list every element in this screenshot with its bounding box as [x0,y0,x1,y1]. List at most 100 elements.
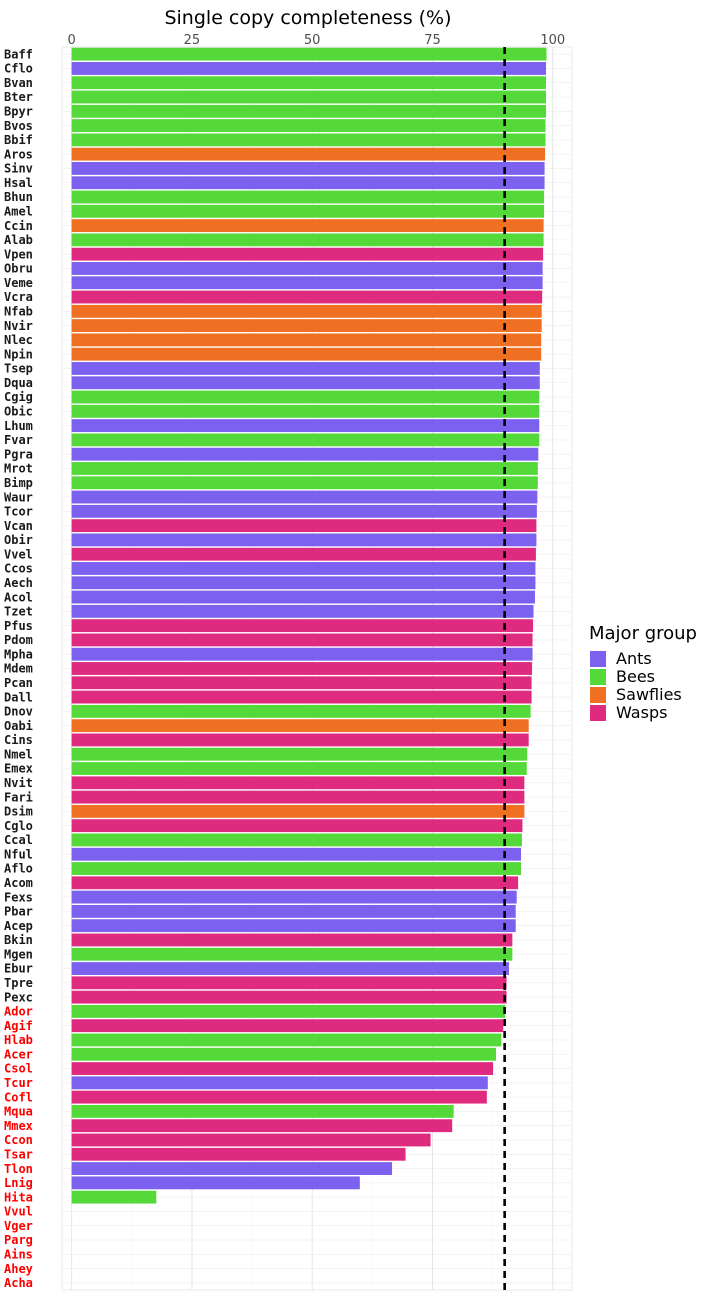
y-label-oabi: Oabi [4,719,33,733]
bar-pfus [71,619,534,633]
legend-label-ants: Ants [616,649,652,668]
bar-fexs [71,890,517,904]
bar-nful [71,847,521,861]
bar-mgen [71,947,513,961]
bar-bimp [71,476,538,490]
y-label-acha: Acha [4,1276,33,1290]
legend-title: Major group [589,623,697,644]
bar-aflo [71,862,521,875]
y-label-acer: Acer [4,1047,33,1061]
bar-bvos [71,119,546,133]
x-tick-labels: 0 25 50 75 100 [67,33,565,48]
bar-bpyr [71,104,547,118]
y-label-cins: Cins [4,733,33,747]
bar-csol [71,1062,494,1075]
bar-dall [71,690,532,704]
bar-hsal [71,176,545,190]
bar-vcra [71,290,543,304]
bar-obic [71,404,540,418]
y-label-vger: Vger [4,1219,33,1233]
y-label-hita: Hita [4,1190,33,1204]
bar-nfab [71,304,542,318]
y-label-bkin: Bkin [4,933,33,947]
bar-tsar [71,1147,406,1161]
bar-cflo [71,62,547,75]
x-tick-label: 25 [184,33,201,48]
bar-bter [71,90,547,104]
bar-ebur [71,962,509,975]
y-label-obir: Obir [4,533,33,547]
y-label-ccon: Ccon [4,1133,33,1147]
y-label-pbar: Pbar [4,905,33,919]
y-label-fvar: Fvar [4,433,33,447]
bar-agif [71,1019,504,1033]
y-label-sinv: Sinv [4,162,33,176]
bar-amel [71,204,545,218]
y-label-tlon: Tlon [4,1162,33,1176]
bar-nmel [71,747,528,761]
y-label-tpre: Tpre [4,976,33,990]
legend-swatch-bees [590,669,606,685]
y-label-parg: Parg [4,1233,33,1247]
bar-cglo [71,819,523,833]
legend-label-wasps: Wasps [616,703,667,722]
y-label-ccal: Ccal [4,833,33,847]
y-label-vvel: Vvel [4,547,33,561]
chart-title: Single copy completeness (%) [164,7,451,29]
y-label-bhun: Bhun [4,190,33,204]
bar-mdem [71,662,533,675]
bar-bkin [71,933,513,947]
legend-swatch-sawflies [590,687,606,703]
y-label-nmel: Nmel [4,747,33,761]
y-label-acol: Acol [4,590,33,604]
y-label-dall: Dall [4,690,33,704]
y-label-nvit: Nvit [4,776,33,790]
bar-obru [71,262,543,275]
bar-nlec [71,333,542,347]
y-label-tcur: Tcur [4,1076,33,1090]
y-label-fexs: Fexs [4,890,33,904]
legend-label-sawflies: Sawflies [616,685,682,704]
y-label-cgig: Cgig [4,390,33,404]
y-label-npin: Npin [4,347,33,361]
bar-tcur [71,1076,488,1090]
x-tick-label: 50 [304,33,321,48]
y-label-obic: Obic [4,405,33,419]
bar-mpha [71,647,533,661]
y-label-cflo: Cflo [4,62,33,76]
bar-vpen [71,247,544,261]
y-label-dqua: Dqua [4,376,33,390]
y-label-tsar: Tsar [4,1147,33,1161]
bar-fari [71,790,525,804]
y-label-acep: Acep [4,919,33,933]
y-label-lhum: Lhum [4,419,33,433]
bar-ador [71,1004,506,1018]
legend-swatch-wasps [590,705,606,721]
bar-lhum [71,419,540,433]
bar-hita [71,1190,157,1204]
bar-pgra [71,447,539,461]
y-label-vpen: Vpen [4,247,33,261]
y-label-obru: Obru [4,262,33,276]
y-label-amel: Amel [4,205,33,219]
y-label-nvir: Nvir [4,319,33,333]
bar-bvan [71,76,547,90]
y-label-mmex: Mmex [4,1119,33,1133]
bar-waur [71,490,538,504]
bars [71,47,547,1204]
bar-sinv [71,162,545,175]
bar-ccon [71,1133,431,1147]
bar-pexc [71,990,507,1004]
y-label-fari: Fari [4,790,33,804]
bar-obir [71,533,537,547]
bar-baff [71,47,547,61]
x-tick-label: 100 [540,33,565,48]
y-label-acom: Acom [4,876,33,890]
y-label-hsal: Hsal [4,176,33,190]
y-label-bimp: Bimp [4,476,33,490]
bar-alab [71,233,544,247]
bar-tcor [71,504,537,518]
bar-pcan [71,676,532,690]
y-label-dnov: Dnov [4,705,33,719]
